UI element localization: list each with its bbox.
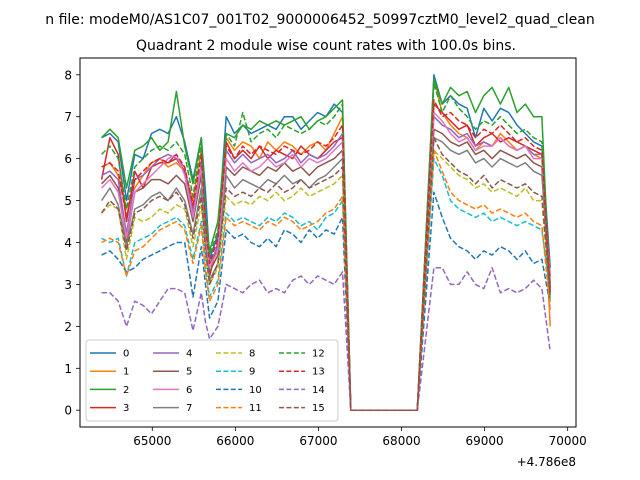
legend-label-7: 7: [186, 403, 192, 414]
legend-label-8: 8: [249, 349, 255, 360]
series-line-13: [101, 99, 551, 411]
series-line-11: [101, 149, 551, 411]
legend-label-11: 11: [249, 403, 262, 414]
legend-label-2: 2: [123, 385, 129, 396]
x-tick-label: 66000: [216, 434, 254, 448]
x-tick-label: 70000: [549, 434, 587, 448]
plot-area: 65000 66000 67000 68000 69000 70000 012345678…: [64, 57, 587, 469]
series-line-4: [101, 115, 551, 411]
y-tick-label: 5: [64, 194, 72, 208]
y-tick-label: 7: [64, 110, 72, 124]
legend-label-9: 9: [249, 367, 255, 378]
series-line-2: [101, 78, 551, 411]
legend-label-1: 1: [123, 367, 129, 378]
figure-suptitle: n file: modeM0/AS1C07_001T02_9000006452_…: [45, 12, 594, 28]
legend-label-4: 4: [186, 349, 192, 360]
x-tick-label: 69000: [466, 434, 504, 448]
series-line-8: [101, 149, 551, 411]
series-line-9: [101, 157, 551, 411]
y-tick-label: 0: [64, 404, 72, 418]
x-offset-label: +4.786e8: [517, 455, 576, 469]
legend-label-12: 12: [312, 349, 325, 360]
y-tick-label: 4: [64, 236, 72, 250]
legend-label-0: 0: [123, 349, 129, 360]
legend-box: [85, 339, 339, 422]
y-tick-label: 2: [64, 320, 72, 334]
series-line-12: [101, 82, 551, 411]
series-layer: [100, 74, 551, 411]
y-tick-label: 8: [64, 68, 72, 82]
legend-label-5: 5: [186, 367, 192, 378]
legend-label-3: 3: [123, 403, 129, 414]
legend-label-14: 14: [312, 385, 325, 396]
y-tick-label: 3: [64, 278, 72, 292]
legend-label-6: 6: [186, 385, 192, 396]
series-line-10: [101, 191, 551, 411]
y-tick-label: 1: [64, 362, 72, 376]
x-tick-label: 68000: [382, 434, 420, 448]
y-axis: 0 1 2 3 4 5 6 7 8: [64, 68, 80, 418]
x-axis: 65000 66000 67000 68000 69000 70000: [133, 427, 587, 448]
y-tick-label: 6: [64, 152, 72, 166]
chart-title: Quadrant 2 module wise count rates with …: [136, 38, 516, 54]
legend-label-10: 10: [249, 385, 262, 396]
legend-label-13: 13: [312, 367, 325, 378]
series-line-15: [100, 136, 551, 411]
legend-label-15: 15: [312, 403, 325, 414]
x-tick-label: 67000: [299, 434, 337, 448]
series-line-3: [100, 103, 551, 411]
x-tick-label: 65000: [133, 434, 171, 448]
series-line-7: [100, 136, 551, 411]
series-line-14: [101, 266, 551, 411]
series-line-6: [101, 111, 551, 411]
